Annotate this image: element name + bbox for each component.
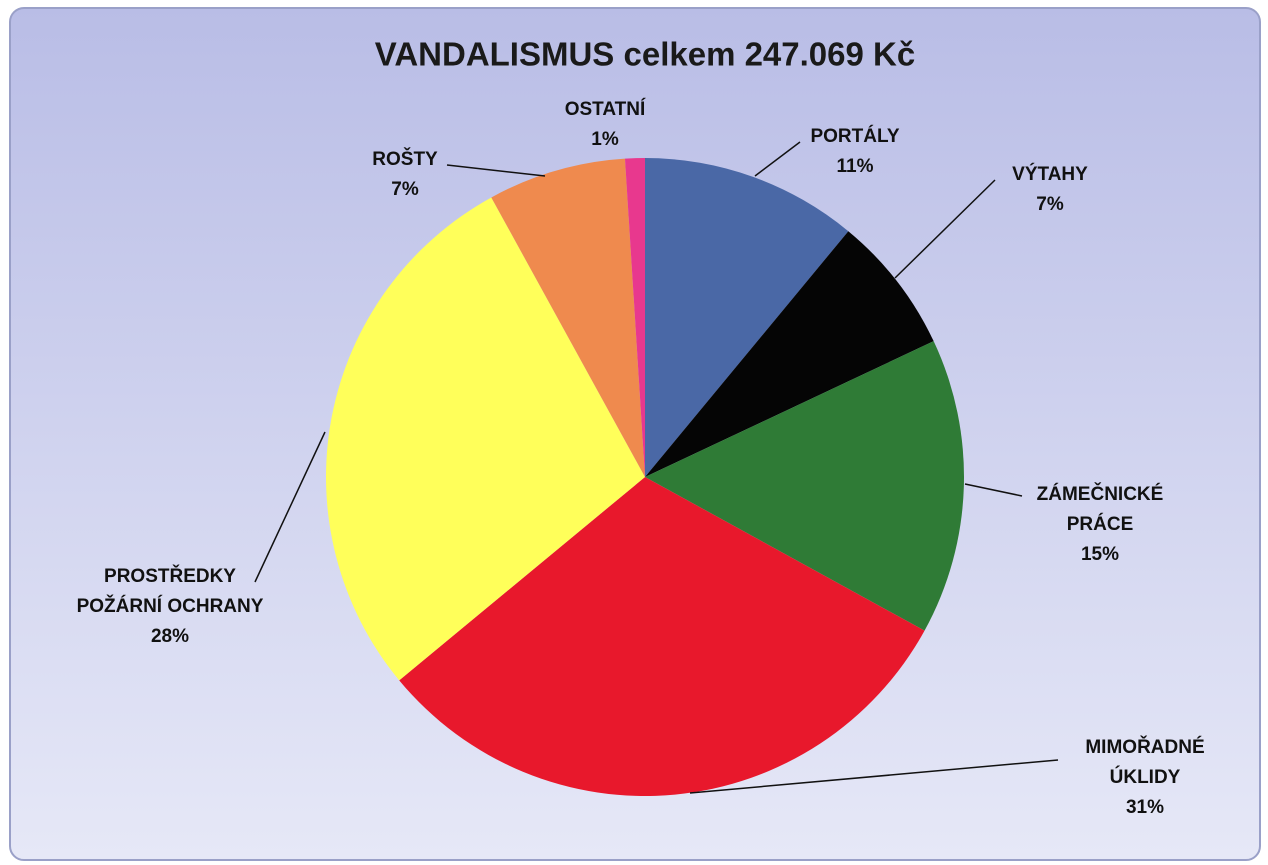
leader-line <box>964 483 1023 497</box>
category-label: ZÁMEČNICKÉ PRÁCE <box>1036 484 1164 535</box>
slice-label: ROŠTY 7% <box>355 145 455 205</box>
leader-line <box>754 141 801 177</box>
slice-label: OSTATNÍ 1% <box>550 95 660 155</box>
leader-line <box>446 164 546 177</box>
slice-label: PORTÁLY 11% <box>785 122 925 182</box>
leader-line <box>894 179 996 279</box>
category-label: VÝTAHY <box>1012 164 1088 185</box>
value-label: 15% <box>1080 544 1120 565</box>
category-label: MIMOŘADNÉ ÚKLIDY <box>1085 737 1205 788</box>
category-label: PORTÁLY <box>810 126 900 147</box>
slice-label: ZÁMEČNICKÉ PRÁCE 15% <box>1020 480 1180 570</box>
leader-line <box>689 759 1059 794</box>
category-label: OSTATNÍ <box>564 99 646 120</box>
slice-label: MIMOŘADNÉ ÚKLIDY 31% <box>1070 733 1220 823</box>
value-label: 11% <box>836 156 874 177</box>
slice-label: PROSTŘEDKY POŽÁRNÍ OCHRANY 28% <box>63 562 278 652</box>
value-label: 7% <box>391 179 419 200</box>
pie-slice <box>645 341 964 631</box>
pie-slice <box>325 197 645 681</box>
pie-slice <box>399 477 925 796</box>
slice-label: VÝTAHY 7% <box>990 160 1110 220</box>
pie-slice <box>491 158 645 478</box>
leader-line <box>254 431 326 583</box>
value-label: 1% <box>591 129 619 150</box>
value-label: 28% <box>150 626 190 647</box>
value-label: 31% <box>1125 797 1165 818</box>
category-label: PROSTŘEDKY POŽÁRNÍ OCHRANY <box>76 566 264 617</box>
pie-slice <box>624 158 645 477</box>
pie-slice <box>645 231 934 477</box>
value-label: 7% <box>1036 194 1064 215</box>
pie-slice <box>645 158 849 477</box>
category-label: ROŠTY <box>372 149 438 170</box>
chart-title: VANDALISMUS celkem 247.069 Kč <box>375 36 915 73</box>
